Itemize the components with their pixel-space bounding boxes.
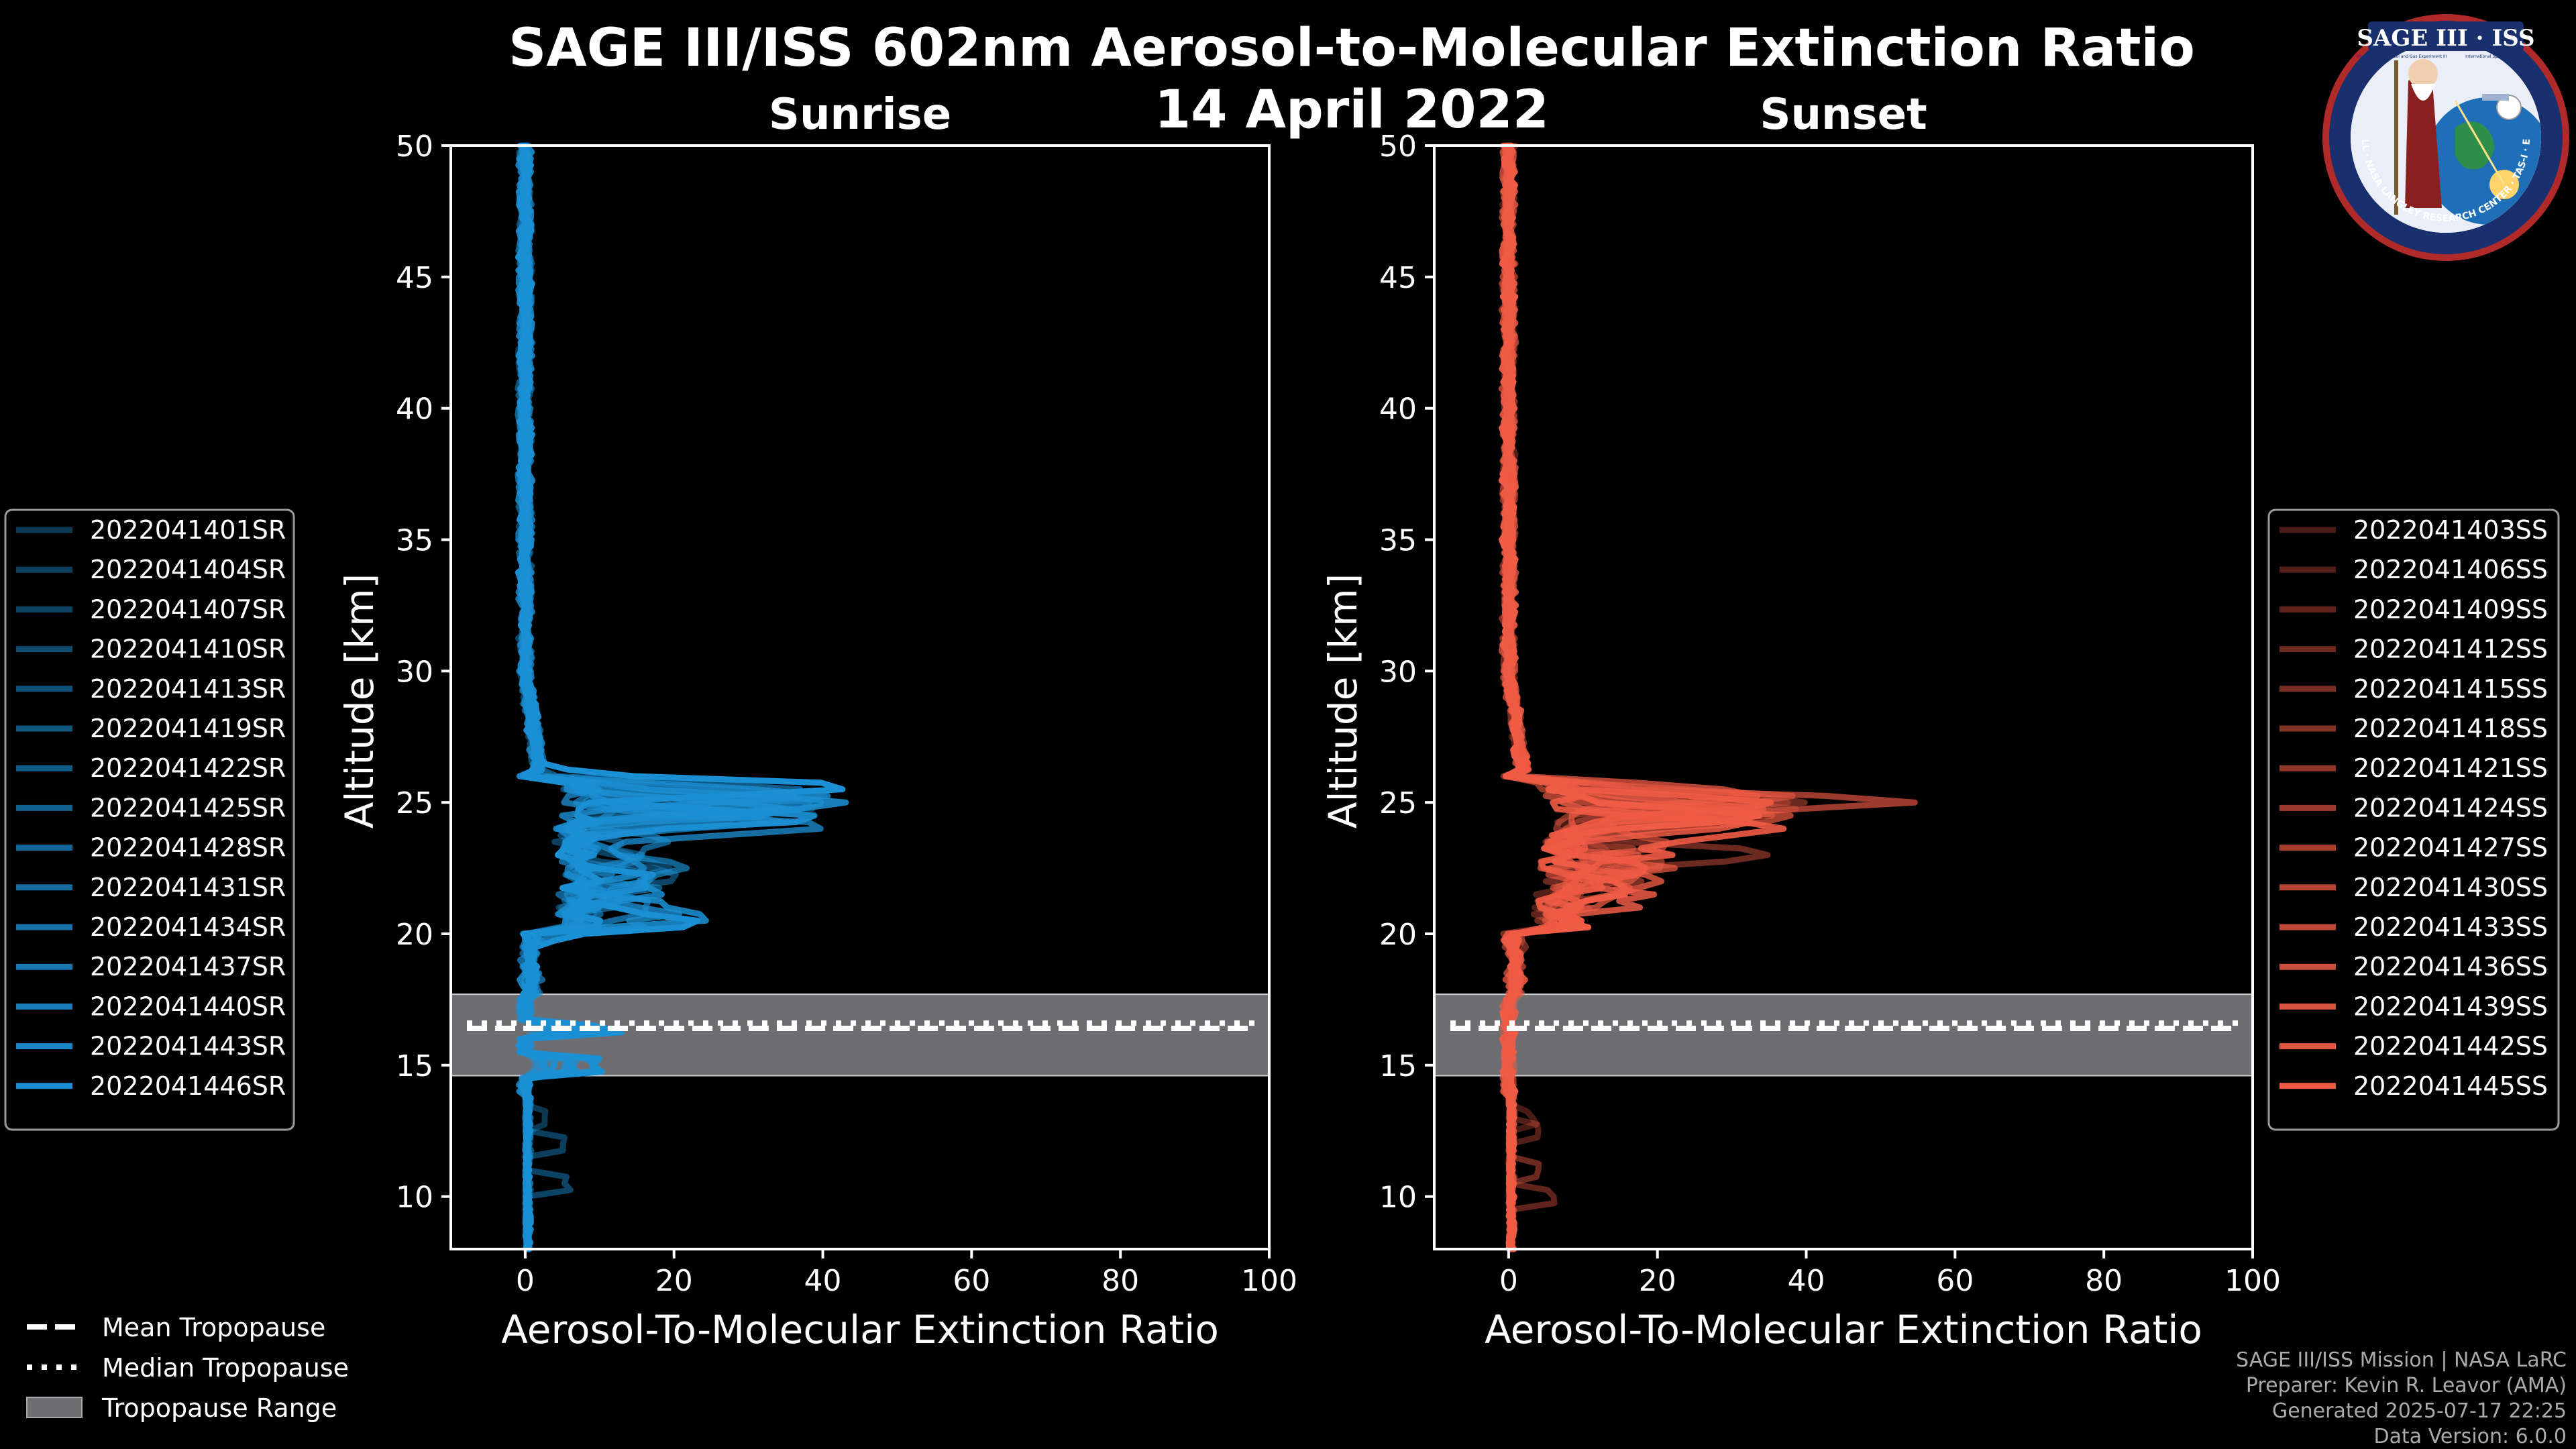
median-tropopause-label: Median Tropopause: [102, 1353, 349, 1383]
footer-generated: Generated 2025-07-17 22:25: [2272, 1399, 2567, 1423]
sunset-x-tick-label: 60: [1936, 1264, 1974, 1298]
right-y-axis-label: Altitude [km]: [1320, 574, 1366, 828]
sunrise-y-tick-label: 35: [396, 524, 433, 558]
sunset-x-tick-label: 100: [2224, 1264, 2281, 1298]
sunset-y-tick-label: 35: [1379, 524, 1417, 558]
legend-label-2022041406SS: 2022041406SS: [2353, 555, 2548, 584]
legend-label-2022041413SR: 2022041413SR: [90, 674, 286, 704]
tropopause-range-swatch: [26, 1397, 83, 1418]
logo-title: SAGE III · ISS: [2357, 25, 2534, 52]
legend-label-2022041445SS: 2022041445SS: [2353, 1071, 2548, 1101]
sunset-y-tick-label: 25: [1379, 786, 1417, 820]
right-x-axis-label: Aerosol-To-Molecular Extinction Ratio: [1485, 1307, 2202, 1352]
date-label: 14 April 2022: [1155, 80, 1549, 140]
series-line-2022041445SS: [1499, 142, 1763, 1252]
legend-label-2022041428SR: 2022041428SR: [90, 833, 286, 863]
footer-credits: SAGE III/ISS Mission | NASA LaRC Prepare…: [2236, 1348, 2567, 1448]
sunrise-y-tick-label: 50: [396, 129, 433, 164]
footer-data-version: Data Version: 6.0.0: [2374, 1425, 2567, 1448]
sunset-x-tick-label: 80: [2085, 1264, 2123, 1298]
legend-label-2022041425SR: 2022041425SR: [90, 793, 286, 822]
legend-label-2022041433SS: 2022041433SS: [2353, 912, 2548, 942]
legend-label-2022041424SS: 2022041424SS: [2353, 793, 2548, 822]
sunrise-axes-frame: [449, 144, 1271, 1250]
footer-preparer: Preparer: Kevin R. Leavor (AMA): [2246, 1374, 2567, 1397]
legend-label-2022041418SS: 2022041418SS: [2353, 714, 2548, 743]
sunset-axes-frame: [1433, 144, 2254, 1250]
legend-label-2022041440SR: 2022041440SR: [90, 991, 286, 1021]
sunset-tropopause-range-band: [1434, 994, 2253, 1077]
sunset-y-tick-label: 10: [1379, 1181, 1417, 1215]
tropopause-legend: Mean Tropopause Median Tropopause Tropop…: [26, 1313, 349, 1423]
legend-label-2022041415SS: 2022041415SS: [2353, 674, 2548, 704]
legend-label-2022041443SR: 2022041443SR: [90, 1032, 286, 1061]
sunset-x-tick-label: 40: [1788, 1264, 1825, 1298]
sunrise-x-tick-label: 60: [953, 1264, 990, 1298]
sunrise-y-tick-label: 45: [396, 261, 433, 295]
sunrise-x-tick-label: 100: [1241, 1264, 1297, 1298]
logo-subtitle-left: Stratospheric Aerosol and Gas Experiment…: [2357, 54, 2447, 59]
sunset-y-tick-label: 45: [1379, 261, 1417, 295]
sunrise-series-lines: [515, 142, 849, 1252]
legend-label-2022041409SS: 2022041409SS: [2353, 594, 2548, 624]
legend-label-2022041427SS: 2022041427SS: [2353, 833, 2548, 863]
legend-label-2022041442SS: 2022041442SS: [2353, 1032, 2548, 1061]
sunrise-x-tick-label: 0: [516, 1264, 535, 1298]
legend-label-2022041410SR: 2022041410SR: [90, 635, 286, 664]
sunset-x-tick-label: 0: [1499, 1264, 1518, 1298]
sunrise-y-tick-label: 30: [396, 655, 433, 689]
left-y-axis-label: Altitude [km]: [337, 574, 382, 828]
sunset-legend-box: [2267, 508, 2560, 1131]
sunrise-panel: 0 20 40 60 80 100 10 15 20 25 30 35 40 45 50: [396, 129, 1297, 1298]
sunset-series-lines: [1498, 142, 1918, 1252]
sunrise-x-tick-label: 40: [804, 1264, 842, 1298]
legend-label-2022041431SR: 2022041431SR: [90, 873, 286, 902]
sunset-y-tick-label: 15: [1379, 1049, 1417, 1083]
sunrise-x-tick-label: 80: [1102, 1264, 1139, 1298]
sunrise-legend: 2022041401SR 2022041404SR 2022041407SR 2022…: [4, 508, 295, 1131]
sunrise-legend-box: [4, 508, 295, 1131]
legend-label-2022041436SS: 2022041436SS: [2353, 952, 2548, 981]
legend-label-2022041434SR: 2022041434SR: [90, 912, 286, 942]
legend-label-2022041446SR: 2022041446SR: [90, 1071, 286, 1101]
figure-title: SAGE III/ISS 602nm Aerosol-to-Molecular …: [508, 18, 2195, 78]
mean-tropopause-label: Mean Tropopause: [102, 1313, 325, 1342]
legend-label-2022041403SS: 2022041403SS: [2353, 515, 2548, 545]
sunrise-y-tick-label: 15: [396, 1049, 433, 1083]
legend-label-2022041407SR: 2022041407SR: [90, 594, 286, 624]
sunset-y-tick-label: 20: [1379, 918, 1417, 952]
sunrise-y-tick-label: 40: [396, 392, 433, 427]
sunset-legend: 2022041403SS 2022041406SS 2022041409SS 2022…: [2267, 508, 2560, 1131]
footer-mission: SAGE III/ISS Mission | NASA LaRC: [2236, 1348, 2567, 1372]
right-panel-title: Sunset: [1760, 90, 1927, 140]
sunrise-y-tick-label: 10: [396, 1181, 433, 1215]
legend-label-2022041401SR: 2022041401SR: [90, 515, 286, 545]
sunset-y-tick-label: 40: [1379, 392, 1417, 427]
sunrise-y-tick-label: 20: [396, 918, 433, 952]
sunrise-x-tick-label: 20: [655, 1264, 693, 1298]
left-panel-title: Sunrise: [769, 90, 951, 140]
series-line-2022041446SR: [515, 142, 846, 1252]
legend-label-2022041419SR: 2022041419SR: [90, 714, 286, 743]
legend-label-2022041430SS: 2022041430SS: [2353, 873, 2548, 902]
tropopause-range-label: Tropopause Range: [101, 1393, 337, 1423]
legend-label-2022041421SS: 2022041421SS: [2353, 753, 2548, 783]
sunset-x-tick-label: 20: [1639, 1264, 1676, 1298]
legend-label-2022041439SS: 2022041439SS: [2353, 991, 2548, 1021]
sunrise-y-tick-label: 25: [396, 786, 433, 820]
sunset-y-tick-label: 30: [1379, 655, 1417, 689]
legend-label-2022041422SR: 2022041422SR: [90, 753, 286, 783]
left-x-axis-label: Aerosol-To-Molecular Extinction Ratio: [501, 1307, 1219, 1352]
sunset-y-tick-label: 50: [1379, 129, 1417, 164]
sunset-panel: 0 20 40 60 80 100 10 15 20 25 30 35 40 45 50: [1379, 129, 2281, 1298]
legend-label-2022041437SR: 2022041437SR: [90, 952, 286, 981]
legend-label-2022041404SR: 2022041404SR: [90, 555, 286, 584]
logo-subtitle-right: International Space Station: [2465, 54, 2520, 59]
legend-label-2022041412SS: 2022041412SS: [2353, 635, 2548, 664]
